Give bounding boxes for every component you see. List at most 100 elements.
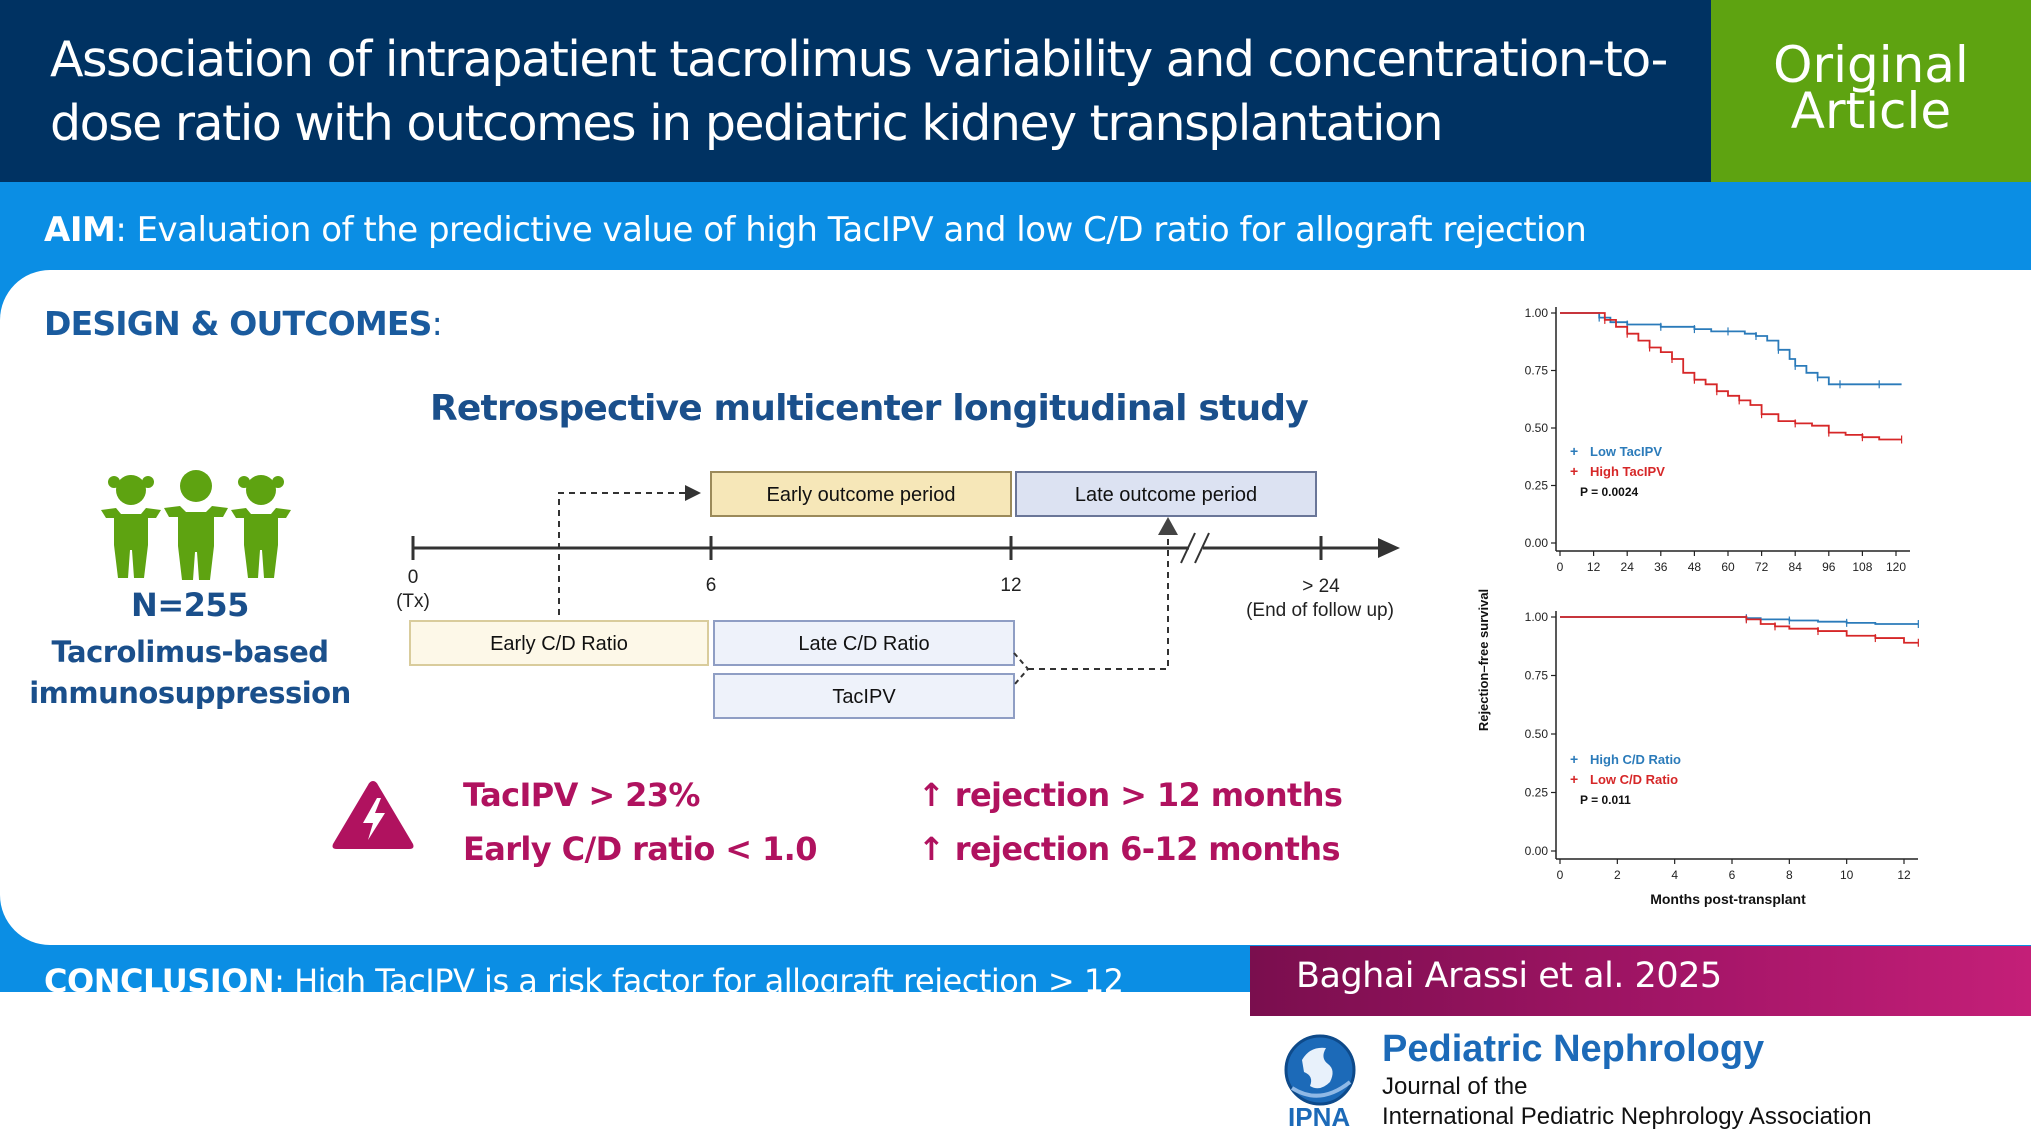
- late-connector: [1028, 539, 1169, 670]
- early-cd-box: [409, 620, 709, 666]
- sample-description-line-2: immunosuppression: [29, 676, 351, 710]
- aim-text: : Evaluation of the predictive value of …: [115, 210, 1587, 250]
- late-bracket: [1013, 652, 1030, 686]
- x-tick-label: 6: [1729, 868, 1736, 882]
- y-axis-label: Rejection–free survival: [1476, 589, 1491, 731]
- late-cd-box: [713, 620, 1015, 666]
- tacipv-label: TacIPV: [832, 686, 896, 708]
- finding-early-cd: Early C/D ratio < 1.0: [463, 830, 817, 868]
- finding-tacipv: TacIPV > 23%: [463, 776, 700, 814]
- y-tick-label: 0.25: [1525, 479, 1549, 493]
- aim-label: AIM: [44, 210, 116, 250]
- children-group-icon: [101, 470, 291, 580]
- legend-label: Low TacIPV: [1590, 444, 1662, 459]
- x-tick-label: 120: [1886, 560, 1906, 574]
- tick-24: > 24: [1302, 576, 1340, 597]
- sample-size: N=255: [131, 586, 249, 624]
- x-tick-label: 60: [1721, 560, 1735, 574]
- x-tick-label: 48: [1688, 560, 1702, 574]
- journal-name: Pediatric Nephrology: [1382, 1028, 1765, 1070]
- design-heading: DESIGN & OUTCOMES:: [44, 304, 443, 343]
- y-tick-label: 0.75: [1525, 669, 1549, 683]
- legend-label: High TacIPV: [1590, 464, 1665, 479]
- early-cd-label: Early C/D Ratio: [490, 633, 628, 655]
- content-panel: [0, 270, 2031, 945]
- km-chart-tacipv: 0.00 0.25 0.50 0.75 1.00 0 12 24 36 48 60 72 84 96 108…: [1525, 306, 1910, 574]
- km-curve-low-c-d-ratio: [1560, 616, 1919, 644]
- early-connector-arrowhead: [685, 485, 701, 501]
- conclusion-line-2: months post-transplant, and low early C/…: [44, 1008, 1203, 1046]
- sample-description-line-1: Tacrolimus-based: [51, 635, 329, 669]
- sample-description: Tacrolimus-based immunosuppression: [20, 632, 360, 714]
- x-tick-label: 0: [1557, 868, 1564, 882]
- conclusion: CONCLUSION: High TacIPV is a risk factor…: [44, 958, 1224, 1096]
- early-outcome-label: Early outcome period: [767, 484, 956, 506]
- x-tick-label: 4: [1671, 868, 1678, 882]
- study-type: Retrospective multicenter longitudinal s…: [430, 388, 1309, 429]
- finding-early-rejection: ↑ rejection 6-12 months: [918, 830, 1341, 868]
- legend-marker: +: [1570, 771, 1578, 787]
- x-tick-label: 24: [1621, 560, 1635, 574]
- design-label: DESIGN & OUTCOMES: [44, 304, 432, 343]
- y-tick-label: 0.50: [1525, 727, 1549, 741]
- early-connector: [558, 492, 685, 615]
- tick-0: 0: [408, 567, 419, 588]
- legend-marker: +: [1570, 443, 1578, 459]
- design-colon: :: [431, 304, 443, 343]
- tick-24-sub: (End of follow up): [1246, 600, 1394, 621]
- article-type-badge: Original Article: [1711, 0, 2031, 182]
- x-tick-label: 10: [1840, 868, 1854, 882]
- x-tick-label: 8: [1786, 868, 1793, 882]
- conclusion-line-3: rejection 6 – 12 months post-transplant.: [44, 1054, 667, 1092]
- p-value: P = 0.011: [1580, 793, 1631, 807]
- arrow-up-icon: ↑: [918, 776, 945, 814]
- km-chart-cd-ratio: 0.00 0.25 0.50 0.75 1.00 0 2 4 6 8 10 12 + High C/D R…: [1525, 610, 1919, 882]
- legend-label: High C/D Ratio: [1590, 752, 1681, 767]
- title-line-2: dose ratio with outcomes in pediatric ki…: [50, 95, 1444, 152]
- y-tick-label: 1.00: [1525, 610, 1549, 624]
- legend-marker: +: [1570, 751, 1578, 767]
- author-citation: Baghai Arassi et al. 2025: [1296, 956, 1722, 996]
- y-tick-label: 0.25: [1525, 786, 1549, 800]
- tacipv-box: [713, 673, 1015, 719]
- author-bar: [1250, 946, 2031, 1016]
- aim-statement: AIM: Evaluation of the predictive value …: [44, 210, 1587, 250]
- early-outcome-box: [710, 471, 1012, 517]
- y-tick-label: 0.00: [1525, 844, 1549, 858]
- finding-early-rejection-text: rejection 6-12 months: [954, 830, 1341, 868]
- x-tick-label: 12: [1587, 560, 1601, 574]
- page-title: Association of intrapatient tacrolimus v…: [50, 28, 1700, 156]
- x-tick-label: 0: [1557, 560, 1564, 574]
- km-curve-high-c-d-ratio: [1560, 616, 1919, 625]
- x-tick-label: 96: [1822, 560, 1836, 574]
- arrow-up-icon: ↑: [918, 830, 945, 868]
- y-tick-label: 0.00: [1525, 536, 1549, 550]
- y-tick-label: 1.00: [1525, 306, 1549, 320]
- finding-late-rejection: ↑ rejection > 12 months: [918, 776, 1343, 814]
- study-timeline: Early outcome period Late outcome period…: [396, 471, 1400, 719]
- x-tick-label: 2: [1614, 868, 1621, 882]
- conclusion-label: CONCLUSION: [44, 962, 275, 1000]
- title-line-1: Association of intrapatient tacrolimus v…: [50, 31, 1668, 88]
- x-tick-label: 84: [1789, 560, 1803, 574]
- badge-line-2: Article: [1790, 82, 1952, 140]
- p-value: P = 0.0024: [1580, 485, 1638, 499]
- conclusion-line-1: : High TacIPV is a risk factor for allog…: [274, 962, 1124, 1000]
- kaplan-meier-charts: Rejection–free survival Months post-tran…: [1476, 306, 1919, 907]
- km-curve-low-tacipv: [1560, 312, 1902, 386]
- late-cd-label: Late C/D Ratio: [798, 633, 929, 655]
- timeline-arrowhead: [1378, 538, 1400, 558]
- y-tick-label: 0.50: [1525, 421, 1549, 435]
- x-tick-label: 108: [1852, 560, 1872, 574]
- x-tick-label: 36: [1654, 560, 1668, 574]
- late-marker-triangle: [1158, 517, 1178, 535]
- tick-0-sub: (Tx): [396, 591, 430, 612]
- journal-box: [1250, 1016, 2031, 1143]
- x-tick-label: 72: [1755, 560, 1769, 574]
- x-tick-label: 12: [1897, 868, 1911, 882]
- badge-line-1: Original: [1773, 36, 1969, 94]
- finding-late-rejection-text: rejection > 12 months: [954, 776, 1343, 814]
- journal-subtitle-1: Journal of the: [1382, 1073, 1528, 1100]
- legend-label: Low C/D Ratio: [1590, 772, 1678, 787]
- tick-12: 12: [1000, 575, 1021, 596]
